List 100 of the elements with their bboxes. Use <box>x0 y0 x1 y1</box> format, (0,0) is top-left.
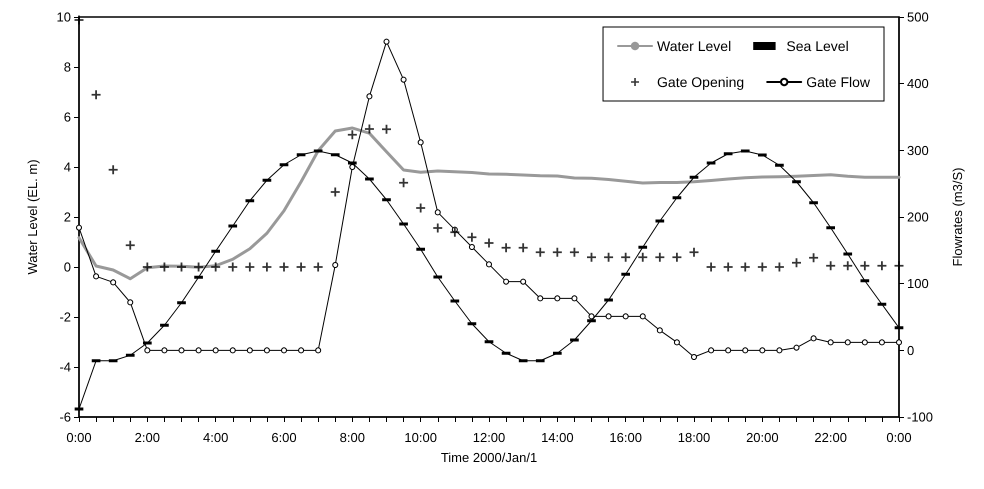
point <box>314 262 323 272</box>
x-tick-label: 10:00 <box>404 430 437 445</box>
point <box>366 93 372 100</box>
y-tick-label: 6 <box>64 110 71 124</box>
point <box>228 262 238 272</box>
x-tick-label: 20:00 <box>746 430 779 445</box>
y-tick-label: 8 <box>64 60 71 74</box>
point <box>315 347 322 354</box>
point <box>502 243 511 252</box>
point <box>76 224 82 231</box>
legend-label: Gate Flow <box>806 74 871 90</box>
y2-tick-label: 0 <box>907 342 914 358</box>
y-tick-label: 0 <box>64 260 71 274</box>
point <box>212 347 219 354</box>
point <box>296 262 306 272</box>
point <box>142 262 152 272</box>
point <box>691 354 697 360</box>
point <box>211 262 220 272</box>
point <box>264 347 270 354</box>
point <box>588 313 594 320</box>
y2-tick-label: 500 <box>907 10 929 24</box>
point <box>672 252 682 262</box>
point <box>894 261 904 270</box>
point <box>93 273 100 280</box>
point <box>161 347 168 354</box>
point <box>434 209 441 216</box>
point <box>332 262 338 268</box>
point <box>706 262 716 272</box>
point <box>178 347 184 354</box>
point <box>503 278 510 285</box>
point <box>740 262 750 272</box>
point <box>399 178 408 188</box>
point <box>776 347 782 354</box>
point <box>330 188 340 196</box>
y-tick-label: 10 <box>56 10 71 24</box>
point <box>364 124 374 134</box>
point <box>262 262 272 272</box>
point <box>160 262 169 272</box>
point <box>656 327 663 334</box>
y2-axis-title: Flowrates (m3/S) <box>950 168 965 266</box>
point <box>862 339 868 346</box>
point <box>725 347 732 354</box>
x-tick-label: 22:00 <box>814 430 847 445</box>
x-tick-label: 18:00 <box>678 430 710 445</box>
legend-label: Sea Level <box>786 38 849 54</box>
point <box>520 278 526 285</box>
point <box>468 244 475 250</box>
x-tick-label: 0:00 <box>66 430 92 445</box>
point <box>774 262 784 272</box>
point <box>622 313 629 320</box>
point <box>758 262 767 272</box>
point <box>877 261 886 270</box>
point <box>92 90 101 100</box>
point <box>794 344 800 351</box>
point <box>230 347 236 354</box>
point <box>809 253 818 262</box>
point <box>570 248 579 257</box>
point <box>298 347 304 354</box>
point <box>433 224 442 232</box>
point <box>571 295 578 302</box>
point <box>246 347 253 354</box>
x-tick-label: 0:00 <box>886 430 912 445</box>
point <box>467 232 476 242</box>
point <box>110 279 116 286</box>
point <box>177 262 186 272</box>
point <box>349 164 356 170</box>
point <box>484 238 494 248</box>
legend-label: Gate Opening <box>657 74 744 90</box>
point <box>245 262 254 272</box>
y2-tick-label: 200 <box>907 210 929 224</box>
point <box>144 347 150 354</box>
point <box>604 252 614 262</box>
point <box>418 139 424 146</box>
point <box>690 248 698 257</box>
x-tick-label: 2:00 <box>134 430 160 445</box>
x-axis-title: Time 2000/Jan/1 <box>440 450 538 465</box>
point <box>382 124 391 134</box>
point <box>759 347 766 354</box>
point <box>878 339 885 346</box>
point <box>640 313 646 320</box>
point <box>127 299 134 306</box>
y-tick-label: -2 <box>59 310 71 324</box>
point <box>196 347 202 354</box>
point <box>708 347 714 354</box>
point <box>400 76 407 83</box>
point <box>587 252 596 262</box>
x-tick-label: 12:00 <box>472 430 506 445</box>
point <box>742 347 748 354</box>
y-tick-label: -6 <box>59 410 71 424</box>
point <box>194 262 204 272</box>
point <box>281 347 287 354</box>
x-tick-label: 14:00 <box>541 430 574 445</box>
x-tick-label: 8:00 <box>340 430 365 445</box>
point <box>384 38 390 45</box>
point <box>810 335 817 342</box>
y2-tick-label: 300 <box>907 142 929 158</box>
point <box>554 295 560 302</box>
x-tick-label: 4:00 <box>203 430 228 445</box>
point <box>674 339 680 346</box>
y-tick-label: 2 <box>64 210 71 224</box>
